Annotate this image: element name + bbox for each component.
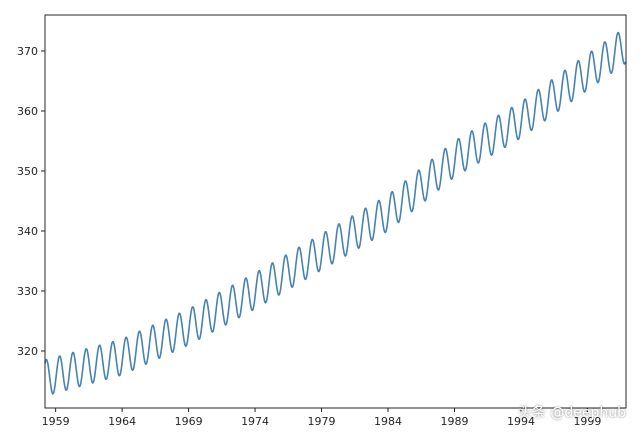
axes-frame [44,14,627,409]
x-tick-label-1984: 1984 [374,415,402,428]
y-tick-label-370: 370 [17,45,38,58]
y-tick-label-320: 320 [17,345,38,358]
y-tick-label-350: 350 [17,165,38,178]
series-line [44,31,627,395]
x-tick-label-1994: 1994 [507,415,535,428]
x-tick-label-1979: 1979 [308,415,336,428]
x-tick-label-1999: 1999 [573,415,601,428]
x-tick-label-1969: 1969 [175,415,203,428]
x-tick-label-1964: 1964 [108,415,136,428]
x-tick-label-1959: 1959 [42,415,70,428]
x-tick-label-1974: 1974 [241,415,269,428]
x-tick-label-1989: 1989 [440,415,468,428]
watermark: 头条 @deephub [517,405,626,421]
y-tick-label-340: 340 [17,225,38,238]
y-tick-label-330: 330 [17,285,38,298]
plot-area: 320 330 340 350 360 370 1959 1964 1969 1974 1979 19… [17,14,627,428]
y-tick-label-360: 360 [17,105,38,118]
